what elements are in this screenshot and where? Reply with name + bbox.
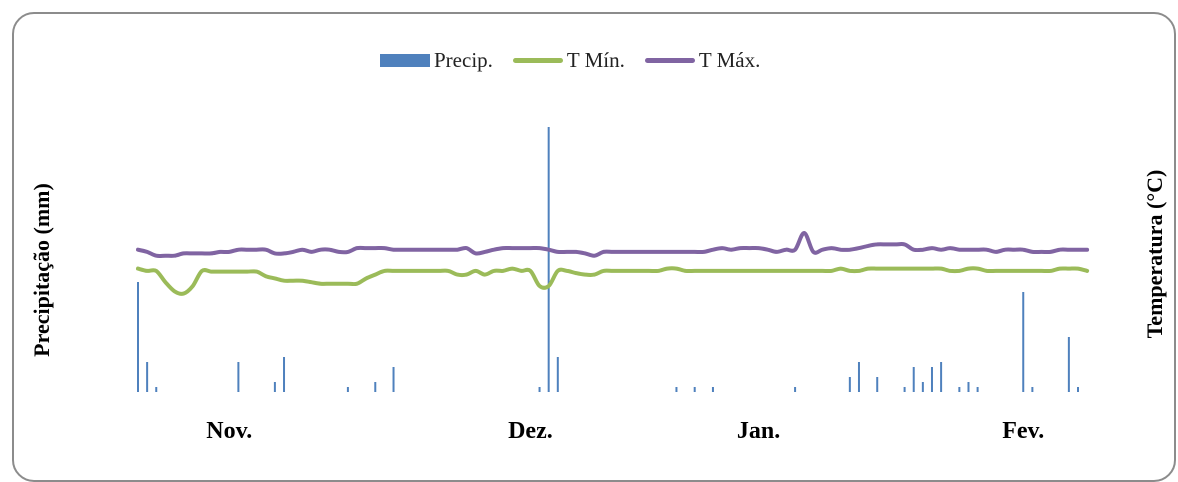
precip-bar bbox=[967, 382, 970, 392]
precip-bar bbox=[857, 362, 860, 392]
x-axis-ticks: Nov. Dez. Jan. Fev. bbox=[206, 418, 1044, 444]
legend-swatch-tmin bbox=[512, 57, 563, 63]
precip-bar bbox=[921, 382, 924, 392]
precip-bar bbox=[547, 127, 550, 392]
precip-bar bbox=[1077, 387, 1079, 392]
precip-bar bbox=[346, 387, 349, 392]
chart-frame bbox=[12, 12, 1176, 482]
precip-bar bbox=[912, 367, 915, 392]
precip-bar bbox=[848, 377, 851, 392]
legend-item-tmin[interactable]: T Mín. bbox=[512, 47, 625, 73]
precip-bar bbox=[137, 282, 139, 392]
legend-label-tmax: T Máx. bbox=[698, 47, 761, 72]
precip-bar bbox=[556, 357, 559, 392]
precip-bar bbox=[374, 382, 377, 392]
precip-bar bbox=[146, 362, 149, 392]
precip-bar bbox=[392, 367, 395, 392]
precip-bar bbox=[876, 377, 879, 392]
precip-bar bbox=[693, 387, 696, 392]
series-line-tmax bbox=[136, 231, 1090, 258]
precip-bar bbox=[711, 387, 714, 392]
legend-item-tmax[interactable]: T Máx. bbox=[644, 47, 761, 73]
precip-bar bbox=[1031, 387, 1034, 392]
precip-bar bbox=[237, 362, 240, 392]
precip-bar bbox=[794, 387, 797, 392]
legend-item-precip[interactable]: Precip. bbox=[380, 48, 493, 73]
chart-plot: Nov. Dez. Jan. Fev. bbox=[136, 127, 1090, 444]
precip-bar bbox=[940, 362, 943, 392]
legend-swatch-precip bbox=[380, 53, 430, 67]
precip-bar bbox=[538, 387, 541, 392]
precip-bar bbox=[273, 382, 276, 392]
x-tick-label: Dez. bbox=[508, 418, 553, 444]
precip-bar bbox=[903, 387, 906, 392]
series-line-tmin bbox=[136, 266, 1090, 296]
precip-bar bbox=[930, 367, 933, 392]
precip-bars bbox=[137, 127, 1079, 392]
x-tick-label: Jan. bbox=[737, 418, 780, 444]
precip-bar bbox=[283, 357, 286, 392]
precip-bar bbox=[1022, 292, 1025, 392]
precip-bar bbox=[958, 387, 961, 392]
legend-label-precip: Precip. bbox=[434, 47, 493, 72]
x-tick-label: Fev. bbox=[1002, 418, 1044, 444]
precip-bar bbox=[675, 387, 678, 392]
precip-bar bbox=[1067, 337, 1070, 392]
legend: Precip. T Mín. T Máx. bbox=[380, 46, 780, 74]
precip-bar bbox=[976, 387, 979, 392]
legend-label-tmin: T Mín. bbox=[566, 47, 625, 72]
precip-bar bbox=[155, 387, 158, 392]
legend-swatch-tmax bbox=[644, 57, 695, 63]
x-tick-label: Nov. bbox=[206, 418, 252, 444]
